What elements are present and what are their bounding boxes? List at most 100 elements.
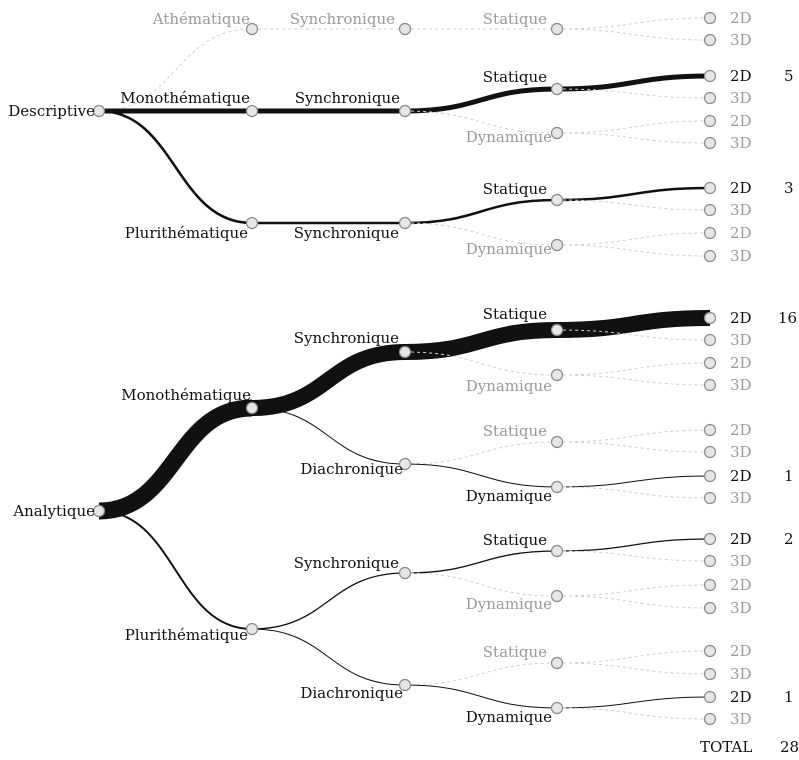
node-label-a-m-d-statique: Statique xyxy=(483,422,547,440)
edge-a-p-s-dynamique-to-leaf-l21 xyxy=(556,584,711,597)
edge-d-a-s-statique-to-leaf-l1 xyxy=(556,17,711,30)
node-label-d-plurithematique: Plurithématique xyxy=(125,224,248,242)
node-d-p-s-dynamique xyxy=(550,238,564,252)
node-d-a-s-statique xyxy=(550,22,564,36)
leaf-label-l17: 2D xyxy=(730,467,752,485)
node-analytique xyxy=(92,504,106,518)
leaf-label-l7: 2D xyxy=(730,179,752,197)
edge-a-m-d-statique-to-leaf-l15 xyxy=(556,429,711,443)
edge-a-monothematique-to-a-m-diachronique xyxy=(251,407,406,465)
leaf-node-l11 xyxy=(703,311,717,325)
node-label-d-p-synchronique: Synchronique xyxy=(294,224,399,242)
leaf-count-l25: 1 xyxy=(784,688,794,706)
edge-a-m-d-statique-to-leaf-l16 xyxy=(556,441,711,453)
edges-layer xyxy=(98,17,711,720)
node-label-d-athematique: Athématique xyxy=(152,10,250,28)
leaf-node-l14 xyxy=(703,378,717,392)
node-label-d-a-s-statique: Statique xyxy=(483,10,547,28)
node-a-p-synchronique xyxy=(398,566,412,580)
leaf-node-l22 xyxy=(703,601,717,615)
node-d-m-s-dynamique xyxy=(550,126,564,140)
edge-a-m-d-dynamique-to-leaf-l17 xyxy=(556,475,711,488)
leaf-node-l21 xyxy=(703,578,717,592)
node-a-m-s-statique xyxy=(550,323,564,337)
edge-a-p-s-statique-to-leaf-l20 xyxy=(556,550,711,562)
leaf-node-l17 xyxy=(703,469,717,483)
nodes-layer xyxy=(92,11,717,726)
node-label-d-p-s-dynamique: Dynamique xyxy=(466,240,552,258)
leaf-node-l16 xyxy=(703,445,717,459)
edge-a-p-d-statique-to-leaf-l24 xyxy=(556,662,711,675)
edge-a-m-d-dynamique-to-leaf-l18 xyxy=(556,486,711,499)
leaf-count-l7: 3 xyxy=(784,179,794,197)
edge-a-p-synchronique-to-a-p-s-dynamique xyxy=(404,572,558,597)
leaf-label-l19: 2D xyxy=(730,530,752,548)
node-d-p-synchronique xyxy=(398,216,412,230)
edge-a-monothematique-to-a-m-synchronique xyxy=(251,344,406,416)
leaf-node-l24 xyxy=(703,667,717,681)
edge-analytique-to-a-plurithematique xyxy=(98,510,253,630)
edge-descriptive-to-d-plurithematique xyxy=(98,109,253,225)
node-d-athematique xyxy=(245,22,259,36)
edge-a-plurithematique-to-a-p-synchronique xyxy=(251,572,406,630)
node-a-p-diachronique xyxy=(398,678,412,692)
leaf-node-l3 xyxy=(703,69,717,83)
node-label-d-a-synchronique: Synchronique xyxy=(290,10,395,28)
node-label-d-p-s-statique: Statique xyxy=(483,180,547,198)
node-label-a-m-s-dynamique: Dynamique xyxy=(466,377,552,395)
node-label-d-m-synchronique: Synchronique xyxy=(295,89,400,107)
counts-layer: 5 3 16 1 2 1 xyxy=(778,67,797,706)
leaf-node-l25 xyxy=(703,690,717,704)
leaf-count-l17: 1 xyxy=(784,467,794,485)
leaf-label-l26: 3D xyxy=(730,710,752,728)
node-d-m-synchronique xyxy=(398,104,412,118)
node-label-a-p-synchronique: Synchronique xyxy=(294,554,399,572)
node-a-m-s-dynamique xyxy=(550,368,564,382)
leaf-node-l18 xyxy=(703,491,717,505)
leaf-label-l8: 3D xyxy=(730,201,752,219)
leaf-count-l11: 16 xyxy=(778,309,797,327)
edge-d-m-s-statique-to-leaf-l3 xyxy=(556,73,711,92)
leaf-node-l10 xyxy=(703,249,717,263)
node-a-p-d-statique xyxy=(550,656,564,670)
node-a-m-diachronique xyxy=(398,457,412,471)
node-label-a-p-d-statique: Statique xyxy=(483,643,547,661)
node-descriptive xyxy=(92,104,106,118)
total-row: TOTAL 28 xyxy=(700,738,799,756)
total-label: TOTAL xyxy=(700,738,752,756)
node-label-a-m-s-statique: Statique xyxy=(483,305,547,323)
leaf-label-l4: 3D xyxy=(730,89,752,107)
node-label-a-p-diachronique: Diachronique xyxy=(300,684,403,702)
leaf-label-l11: 2D xyxy=(730,309,752,327)
leaf-label-l18: 3D xyxy=(730,489,752,507)
edge-a-m-s-dynamique-to-leaf-l14 xyxy=(556,374,711,386)
leaf-label-l23: 2D xyxy=(730,642,752,660)
edge-a-m-synchronique-to-a-m-s-statique xyxy=(404,322,558,360)
node-d-m-s-statique xyxy=(550,82,564,96)
leaf-label-l9: 2D xyxy=(730,224,752,242)
leaf-label-l14: 3D xyxy=(730,376,752,394)
node-a-m-d-statique xyxy=(550,435,564,449)
edge-d-p-s-dynamique-to-leaf-l10 xyxy=(556,244,711,257)
leaf-node-l19 xyxy=(703,532,717,546)
edge-descriptive-to-d-athematique xyxy=(98,28,253,112)
node-label-d-m-s-statique: Statique xyxy=(483,68,547,86)
edge-a-plurithematique-to-a-p-diachronique xyxy=(251,628,406,686)
node-label-a-m-synchronique: Synchronique xyxy=(294,329,399,347)
node-a-monothematique xyxy=(245,401,259,415)
leaf-node-l9 xyxy=(703,226,717,240)
leaf-node-l7 xyxy=(703,181,717,195)
leaf-label-l1: 2D xyxy=(730,9,752,27)
leaf-node-l1 xyxy=(703,11,717,25)
leaf-label-l24: 3D xyxy=(730,665,752,683)
node-a-p-d-dynamique xyxy=(550,701,564,715)
edge-d-m-s-dynamique-to-leaf-l6 xyxy=(556,132,711,144)
leaf-node-l12 xyxy=(703,333,717,347)
node-label-a-p-s-statique: Statique xyxy=(483,531,547,549)
node-label-d-monothematique: Monothématique xyxy=(120,89,250,107)
leaf-label-l12: 3D xyxy=(730,331,752,349)
edge-a-p-diachronique-to-a-p-d-statique xyxy=(404,662,558,686)
edge-a-p-diachronique-to-a-p-d-dynamique xyxy=(404,684,558,709)
leaf-label-l21: 2D xyxy=(730,576,752,594)
